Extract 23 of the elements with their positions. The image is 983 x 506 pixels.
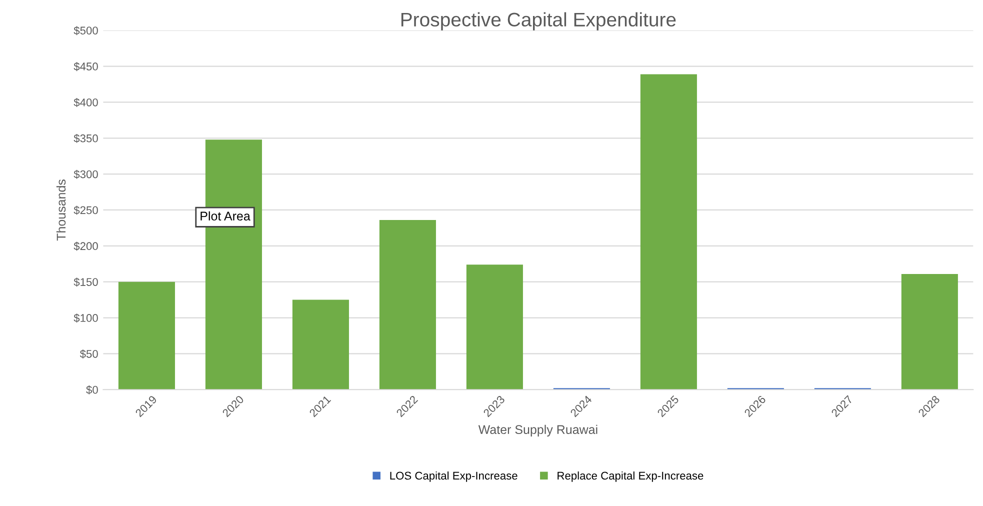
bar bbox=[901, 274, 958, 390]
legend-label: Replace Capital Exp-Increase bbox=[558, 471, 704, 482]
bar bbox=[292, 300, 349, 390]
legend-label: LOS Capital Exp-Increase bbox=[390, 471, 518, 482]
chart-title: Prospective Capital Expenditure bbox=[401, 12, 676, 30]
annotation: Plot Area bbox=[200, 211, 250, 221]
bar bbox=[466, 264, 523, 390]
y-tick-label: $100 bbox=[74, 314, 98, 323]
bar bbox=[379, 220, 436, 390]
y-axis-title: Thousands bbox=[56, 180, 66, 241]
y-tick-label: $150 bbox=[74, 278, 98, 287]
y-tick-label: $0 bbox=[86, 385, 98, 394]
y-tick-label: $300 bbox=[74, 170, 98, 179]
bar bbox=[118, 282, 175, 390]
y-tick-label: $200 bbox=[74, 242, 98, 251]
y-tick-label: $500 bbox=[74, 26, 98, 36]
bar bbox=[640, 74, 697, 390]
y-tick-label: $350 bbox=[74, 134, 98, 143]
y-tick-label: $50 bbox=[80, 349, 98, 358]
y-tick-label: $250 bbox=[74, 206, 98, 215]
y-tick-label: $400 bbox=[74, 98, 98, 108]
y-tick-label: $450 bbox=[74, 62, 98, 72]
x-axis-title: Water Supply Ruawai bbox=[478, 424, 598, 436]
